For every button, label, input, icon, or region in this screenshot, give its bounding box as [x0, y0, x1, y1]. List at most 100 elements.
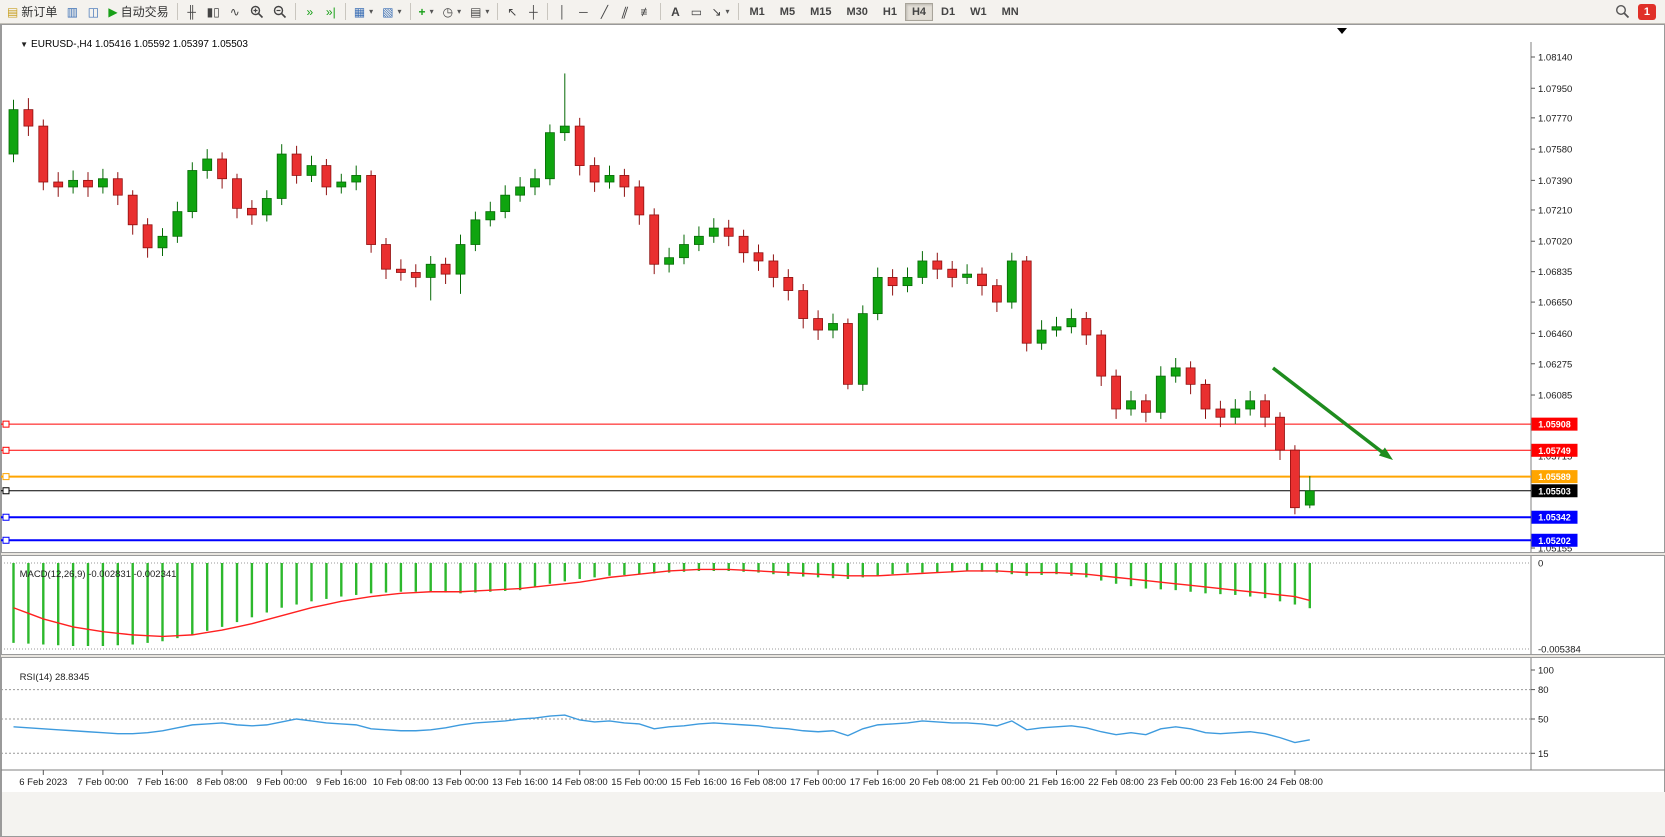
svg-text:1.06835: 1.06835 [1538, 267, 1572, 278]
svg-text:7 Feb 00:00: 7 Feb 00:00 [78, 777, 129, 788]
svg-text:1.05715: 1.05715 [1538, 451, 1572, 462]
timeframe-button-m15[interactable]: M15 [810, 5, 832, 18]
chart-window: 1.08140 1.07950 1.07770 1.07580 1.07390 1.072… [0, 24, 1665, 837]
horizontal-line-tool-button[interactable]: ─ [573, 2, 593, 22]
arrows-tool-button[interactable]: ↘ ▾ [707, 2, 733, 22]
svg-text:1.07390: 1.07390 [1538, 176, 1572, 187]
chart-canvas[interactable]: 1.08140 1.07950 1.07770 1.07580 1.07390 1.072… [1, 24, 1665, 837]
candlestick-chart-button[interactable]: ▮▯ [203, 2, 224, 22]
level-anchor-marker[interactable] [2, 446, 10, 454]
price-level-lines[interactable]: 1.05908 1.05749 1.05589 1.05503 1.05342 1.052… [1, 417, 1578, 547]
timeframe-button-h1[interactable]: H1 [882, 5, 897, 18]
rsi-panel[interactable]: 100 80 50 15 [1, 666, 1554, 760]
zoom-out-button[interactable] [269, 2, 291, 22]
rsi-indicator-label: RSI(14) 28.8345 [9, 661, 90, 694]
data-window-icon: ◫ [87, 4, 100, 19]
one-click-trading-toggle[interactable]: ▼ [20, 40, 29, 49]
panel-splitter[interactable] [1, 552, 1665, 556]
chevron-down-icon: ▾ [457, 7, 462, 16]
svg-text:15 Feb 00:00: 15 Feb 00:00 [611, 777, 667, 788]
candlestick-chart-icon: ▮▯ [206, 4, 220, 19]
trend-arrow-annotation[interactable] [1271, 366, 1393, 460]
chart-shift-icon: »| [325, 4, 336, 19]
svg-text:8 Feb 08:00: 8 Feb 08:00 [197, 777, 248, 788]
search-icon[interactable] [1615, 4, 1630, 19]
toolbar-separator [294, 3, 296, 20]
new-chart-button[interactable]: ▦ ▾ [350, 2, 377, 22]
timeframe-group: M1 M5 M15 M30 H1 H4 D1 W1 MN [743, 2, 1026, 21]
svg-text:15: 15 [1538, 749, 1549, 760]
auto-scroll-button[interactable]: » [300, 2, 320, 22]
toolbar-separator [176, 3, 178, 20]
chevron-down-icon: ▾ [485, 7, 490, 16]
level-anchor-marker[interactable] [2, 487, 10, 495]
text-tool-icon: A [671, 4, 680, 19]
timeframe-button-w1[interactable]: W1 [970, 5, 987, 18]
down-arrow-line[interactable] [1271, 366, 1384, 454]
level-anchor-marker[interactable] [2, 420, 10, 428]
notification-badge[interactable]: 1 [1637, 3, 1656, 20]
level-price-tag [1531, 510, 1578, 524]
trendline-tool-button[interactable]: ╱ [594, 2, 614, 22]
zoom-in-button[interactable] [246, 2, 268, 22]
svg-text:1.07950: 1.07950 [1538, 84, 1572, 95]
svg-text:1.05202: 1.05202 [1538, 536, 1571, 546]
toolbar-separator [344, 3, 346, 20]
panel-splitters[interactable] [1, 552, 1665, 658]
channel-tool-button[interactable]: ∥ [615, 2, 635, 22]
level-anchor-marker[interactable] [2, 536, 10, 544]
vertical-line-tool-button[interactable]: │ [552, 2, 572, 22]
level-price-tag [1531, 417, 1578, 431]
crosshair-button[interactable]: ┼ [523, 2, 543, 22]
toolbar: ▤ 新订单 ▥ ◫ ▶ 自动交易 ╫ ▮▯ ∿ » »| ▦ ▾ ▧ ▾ + ▾ ◷ ▾… [0, 0, 1665, 24]
timeframe-button-m5[interactable]: M5 [779, 5, 796, 18]
data-window-button[interactable]: ◫ [83, 2, 103, 22]
svg-text:1.05749: 1.05749 [1538, 446, 1571, 456]
timeframe-button-m1[interactable]: M1 [749, 5, 765, 18]
cursor-button[interactable]: ↖ [502, 2, 522, 22]
svg-text:1.05908: 1.05908 [1538, 420, 1571, 430]
panel-splitter[interactable] [1, 654, 1665, 658]
auto-trading-button[interactable]: ▶ 自动交易 [104, 2, 172, 22]
line-chart-button[interactable]: ∿ [225, 2, 245, 22]
trendline-icon: ╱ [600, 4, 609, 19]
candlesticks-layer[interactable] [8, 73, 1315, 515]
periods-button[interactable]: ◷ ▾ [439, 2, 466, 22]
svg-text:1.07770: 1.07770 [1538, 113, 1572, 124]
macd-signal-line [13, 568, 1310, 638]
text-tool-button[interactable]: A [665, 2, 685, 22]
fibonacci-tool-button[interactable]: ≢ [636, 2, 656, 22]
templates-button[interactable]: ▤ ▾ [466, 2, 493, 22]
macd-name: MACD(12,26,9) [19, 569, 86, 580]
horizontal-line-icon: ─ [579, 4, 588, 19]
cursor-icon: ↖ [507, 4, 518, 19]
vertical-line-icon: │ [558, 4, 567, 19]
scroll-to-latest-marker[interactable] [1337, 28, 1347, 34]
macd-panel[interactable]: 0 -0.005384 [1, 559, 1581, 656]
new-order-button[interactable]: ▤ 新订单 [3, 2, 61, 22]
current-price-tag [1531, 484, 1578, 498]
svg-text:24 Feb 08:00: 24 Feb 08:00 [1267, 777, 1323, 788]
indicators-button[interactable]: + ▾ [415, 2, 438, 22]
toolbar-separator [547, 3, 549, 20]
timeframe-button-mn[interactable]: MN [1001, 5, 1019, 18]
svg-text:1.06085: 1.06085 [1538, 391, 1572, 402]
level-anchor-marker[interactable] [2, 473, 10, 481]
timeframe-button-h4[interactable]: H4 [904, 2, 934, 21]
svg-text:1.07210: 1.07210 [1538, 205, 1572, 216]
bar-chart-button[interactable]: ╫ [182, 2, 202, 22]
level-price-tag [1531, 470, 1578, 484]
timeframe-button-m30[interactable]: M30 [846, 5, 868, 18]
auto-trading-play-icon: ▶ [108, 4, 118, 19]
arrow-tool-icon: ↘ [711, 4, 722, 19]
label-tool-button[interactable]: ▭ [686, 2, 706, 22]
market-watch-button[interactable]: ▥ [62, 2, 82, 22]
fibonacci-icon: ≢ [640, 4, 653, 19]
timeframe-button-d1[interactable]: D1 [941, 5, 956, 18]
svg-text:7 Feb 16:00: 7 Feb 16:00 [137, 777, 188, 788]
chart-shift-button[interactable]: »| [321, 2, 341, 22]
svg-text:50: 50 [1538, 715, 1549, 726]
level-anchor-marker[interactable] [2, 513, 10, 521]
profiles-button[interactable]: ▧ ▾ [378, 2, 405, 22]
svg-text:17 Feb 16:00: 17 Feb 16:00 [850, 777, 906, 788]
